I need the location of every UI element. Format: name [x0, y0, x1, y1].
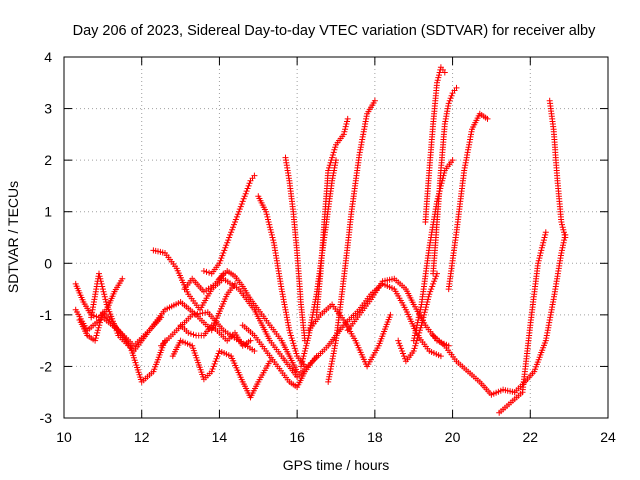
x-tick-label: 22	[522, 429, 538, 445]
series-arc28	[511, 231, 569, 396]
series-arc08	[169, 337, 273, 401]
x-tick-label: 10	[56, 429, 72, 445]
y-tick-label: 4	[44, 49, 52, 65]
data-point-markers	[200, 172, 258, 277]
data-point-markers	[395, 270, 440, 365]
series-arc29	[546, 97, 569, 241]
series-arc13	[255, 193, 308, 370]
series-arc17	[325, 97, 378, 385]
data-point-markers	[410, 157, 456, 344]
y-axis-label: SDTVAR / TECUs	[5, 181, 21, 293]
data-point-markers	[313, 115, 351, 318]
y-tick-label: 3	[44, 101, 52, 117]
series-arc09	[181, 270, 227, 295]
data-point-markers	[216, 268, 301, 375]
x-tick-label: 12	[134, 429, 150, 445]
series-arc07	[177, 322, 254, 349]
y-tick-label: 2	[44, 152, 52, 168]
data-point-markers	[422, 64, 448, 225]
series-arc26	[430, 332, 518, 398]
series-arc14	[282, 154, 308, 344]
series-arc22	[422, 64, 448, 225]
data-point-markers	[546, 97, 569, 241]
series-arc16	[313, 115, 351, 318]
data-point-markers	[445, 110, 491, 293]
data-point-markers	[305, 301, 394, 370]
series-arc24	[410, 157, 456, 344]
data-point-markers	[88, 270, 238, 354]
x-tick-label: 24	[600, 429, 616, 445]
data-point-markers	[255, 193, 308, 370]
data-point-markers	[282, 154, 308, 344]
y-tick-label: 0	[44, 255, 52, 271]
data-point-markers	[430, 332, 518, 398]
data-point-markers	[511, 231, 569, 396]
plot-frame	[63, 56, 609, 419]
x-axis-label: GPS time / hours	[283, 457, 390, 473]
x-tick-label: 18	[367, 429, 383, 445]
series-arc18	[305, 301, 394, 370]
series-arc04	[88, 270, 238, 354]
data-point-markers	[325, 97, 378, 385]
series-arc21	[395, 270, 440, 365]
series-arc11	[216, 268, 301, 375]
x-tick-label: 16	[289, 429, 305, 445]
data-points	[72, 64, 569, 416]
x-tick-label: 14	[212, 429, 228, 445]
data-point-markers	[169, 337, 273, 401]
y-tick-label: 1	[44, 204, 52, 220]
y-tick-label: -3	[40, 410, 53, 426]
data-point-markers	[177, 322, 254, 349]
y-tick-label: -2	[40, 358, 53, 374]
y-tick-label: -1	[40, 307, 53, 323]
data-point-markers	[181, 270, 227, 295]
chart-title: Day 206 of 2023, Sidereal Day-to-day VTE…	[73, 23, 597, 39]
x-tick-label: 20	[445, 429, 461, 445]
series-arc10	[200, 172, 258, 277]
series-arc25	[445, 110, 491, 293]
